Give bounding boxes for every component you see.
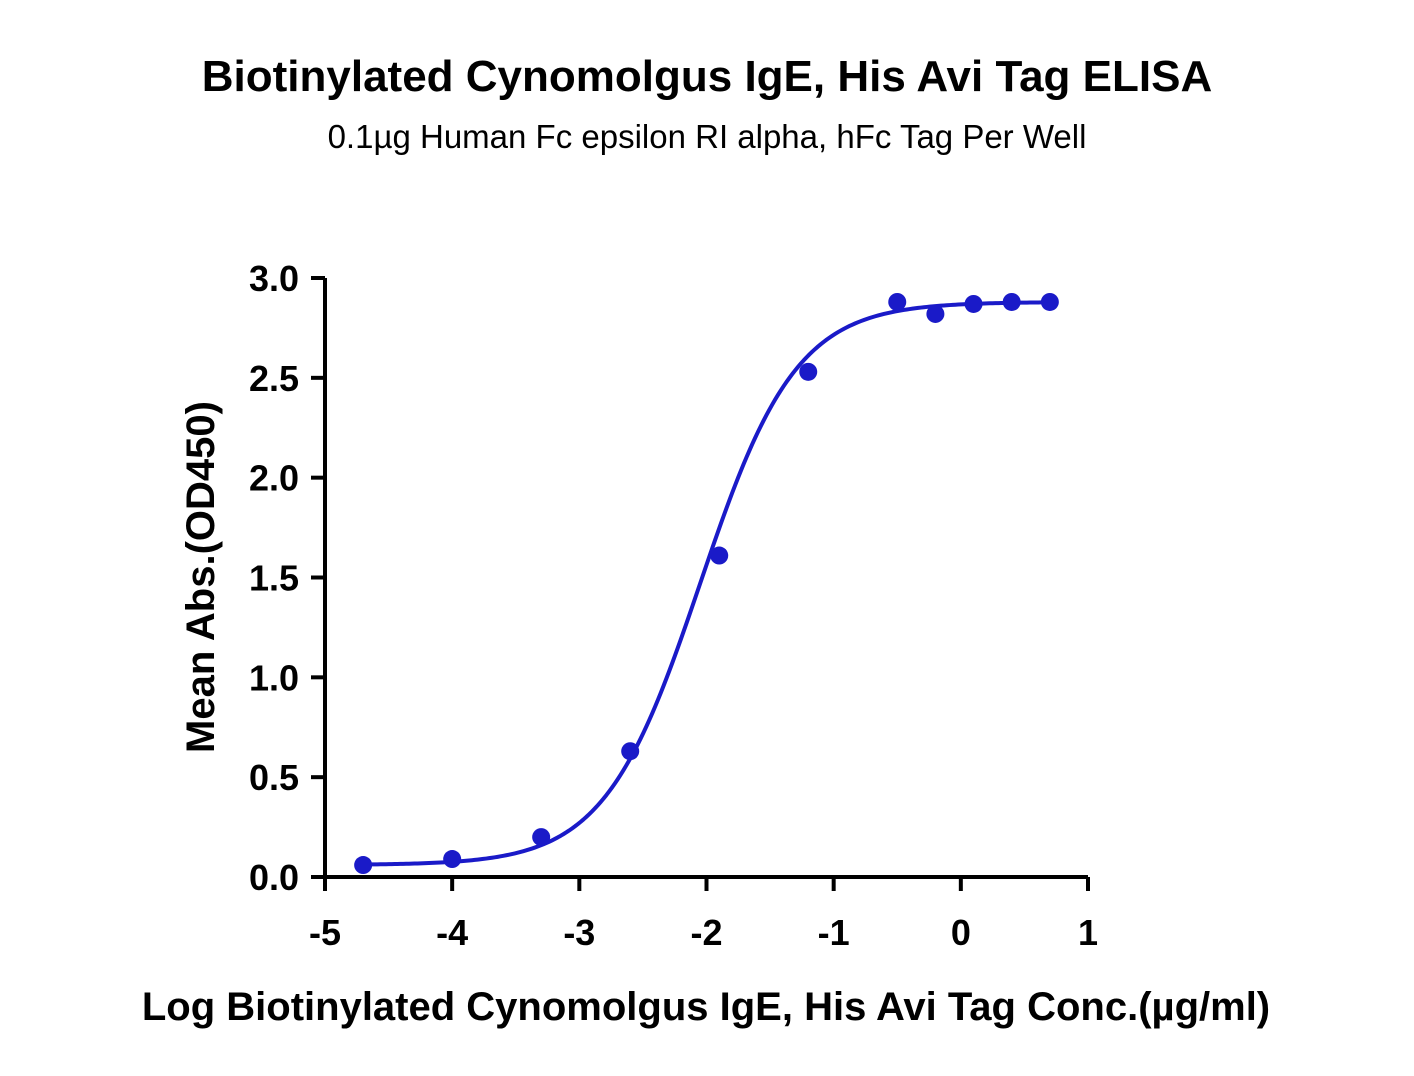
chart-subtitle: 0.1µg Human Fc epsilon RI alpha, hFc Tag… [327, 118, 1087, 155]
fit-curve-layer [363, 300, 1050, 867]
y-tick-label: 3.0 [249, 258, 299, 299]
x-tick-label: 1 [1078, 912, 1098, 953]
x-tick-label: -4 [436, 912, 468, 953]
x-tick-label: 0 [951, 912, 971, 953]
y-tick-label: 1.5 [249, 558, 299, 599]
x-tick-label: -3 [563, 912, 595, 953]
y-tick-label: 2.5 [249, 358, 299, 399]
y-tick-label: 0.5 [249, 757, 299, 798]
data-point [621, 742, 640, 761]
fit-curve [363, 300, 1050, 867]
y-tick-label: 1.0 [249, 657, 299, 698]
x-tick-label: -5 [309, 912, 341, 953]
data-points-layer [354, 292, 1059, 875]
data-point [1002, 292, 1021, 311]
data-point [1040, 292, 1059, 311]
x-tick-label: -1 [818, 912, 850, 953]
data-point [964, 294, 983, 313]
data-point [799, 362, 818, 381]
y-axis-label: Mean Abs.(OD450) [179, 401, 223, 753]
x-tick-label: -2 [690, 912, 722, 953]
axes: 0.0 0.5 1.0 1.5 2.0 2.5 3.0 -5 -4 -3 -2 -1 0 1 [249, 258, 1098, 953]
data-point [532, 828, 551, 847]
data-point [888, 292, 907, 311]
data-point [926, 304, 945, 323]
x-axis-label: Log Biotinylated Cynomolgus IgE, His Avi… [142, 985, 1270, 1029]
chart-title: Biotinylated Cynomolgus IgE, His Avi Tag… [201, 52, 1213, 101]
data-point [354, 856, 373, 875]
data-point [443, 850, 462, 869]
y-tick-label: 2.0 [249, 458, 299, 499]
y-tick-label: 0.0 [249, 857, 299, 898]
data-point [710, 546, 729, 565]
